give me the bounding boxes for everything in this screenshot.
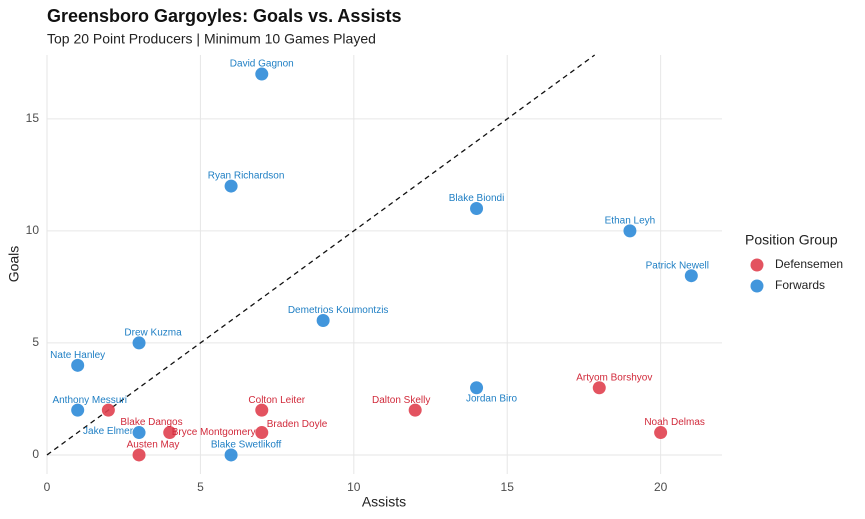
point-label: Colton Leiter bbox=[248, 395, 305, 406]
point bbox=[684, 269, 698, 283]
legend-title: Position Group bbox=[745, 232, 838, 248]
point-label: Ethan Leyh bbox=[605, 216, 656, 227]
x-tick-label: 0 bbox=[44, 480, 51, 494]
point bbox=[71, 403, 85, 417]
point-label: Braden Doyle bbox=[267, 419, 328, 430]
y-tick-label: 15 bbox=[26, 111, 40, 125]
point bbox=[224, 179, 238, 193]
point-label: Dalton Skelly bbox=[372, 395, 430, 406]
point-label: Drew Kuzma bbox=[124, 328, 182, 339]
point-label: Ryan Richardson bbox=[208, 171, 285, 182]
chart-title: Greensboro Gargoyles: Goals vs. Assists bbox=[47, 6, 401, 26]
point bbox=[592, 381, 606, 395]
x-tick-label: 15 bbox=[501, 480, 515, 494]
point-label: Patrick Newell bbox=[646, 260, 709, 271]
y-tick-label: 5 bbox=[32, 335, 39, 349]
legend-label: Forwards bbox=[775, 278, 825, 292]
point-label: Blake Biondi bbox=[449, 193, 505, 204]
point bbox=[132, 336, 146, 350]
point-label: Anthony Messuri bbox=[52, 395, 126, 406]
point-label: Blake Swetlikoff bbox=[211, 440, 282, 451]
point bbox=[470, 201, 484, 215]
point bbox=[316, 314, 330, 328]
point-label: Blake Dangos bbox=[120, 417, 182, 428]
point-label: Austen May bbox=[127, 440, 180, 451]
x-axis-title: Assists bbox=[362, 494, 406, 510]
point bbox=[623, 224, 637, 238]
point bbox=[255, 426, 269, 440]
x-tick-label: 10 bbox=[347, 480, 361, 494]
point bbox=[408, 403, 422, 417]
point-label: Jake Elmer bbox=[83, 426, 134, 437]
point bbox=[163, 426, 177, 440]
x-tick-label: 5 bbox=[197, 480, 204, 494]
point-label: David Gagnon bbox=[230, 59, 294, 70]
point-label: Bryce Montgomery bbox=[172, 427, 256, 438]
point bbox=[132, 448, 146, 462]
point bbox=[470, 381, 484, 395]
point bbox=[71, 358, 85, 372]
point-label: Jordan Biro bbox=[466, 393, 518, 404]
legend-swatch bbox=[750, 279, 764, 293]
point bbox=[101, 403, 115, 417]
point bbox=[132, 426, 146, 440]
point-label: Artyom Borshyov bbox=[576, 372, 652, 383]
point bbox=[224, 448, 238, 462]
chart-subtitle: Top 20 Point Producers | Minimum 10 Game… bbox=[47, 31, 376, 47]
legend-label: Defensemen bbox=[775, 257, 843, 271]
point-label: Nate Hanley bbox=[50, 350, 105, 361]
x-tick-label: 20 bbox=[654, 480, 668, 494]
point-label: Demetrios Koumontzis bbox=[288, 305, 389, 316]
y-tick-label: 0 bbox=[32, 447, 39, 461]
point bbox=[255, 67, 269, 81]
point-label: Noah Delmas bbox=[644, 417, 705, 428]
point bbox=[255, 403, 269, 417]
point bbox=[654, 426, 668, 440]
y-tick-label: 10 bbox=[26, 223, 40, 237]
legend-swatch bbox=[750, 258, 764, 272]
y-axis-title: Goals bbox=[6, 246, 22, 283]
